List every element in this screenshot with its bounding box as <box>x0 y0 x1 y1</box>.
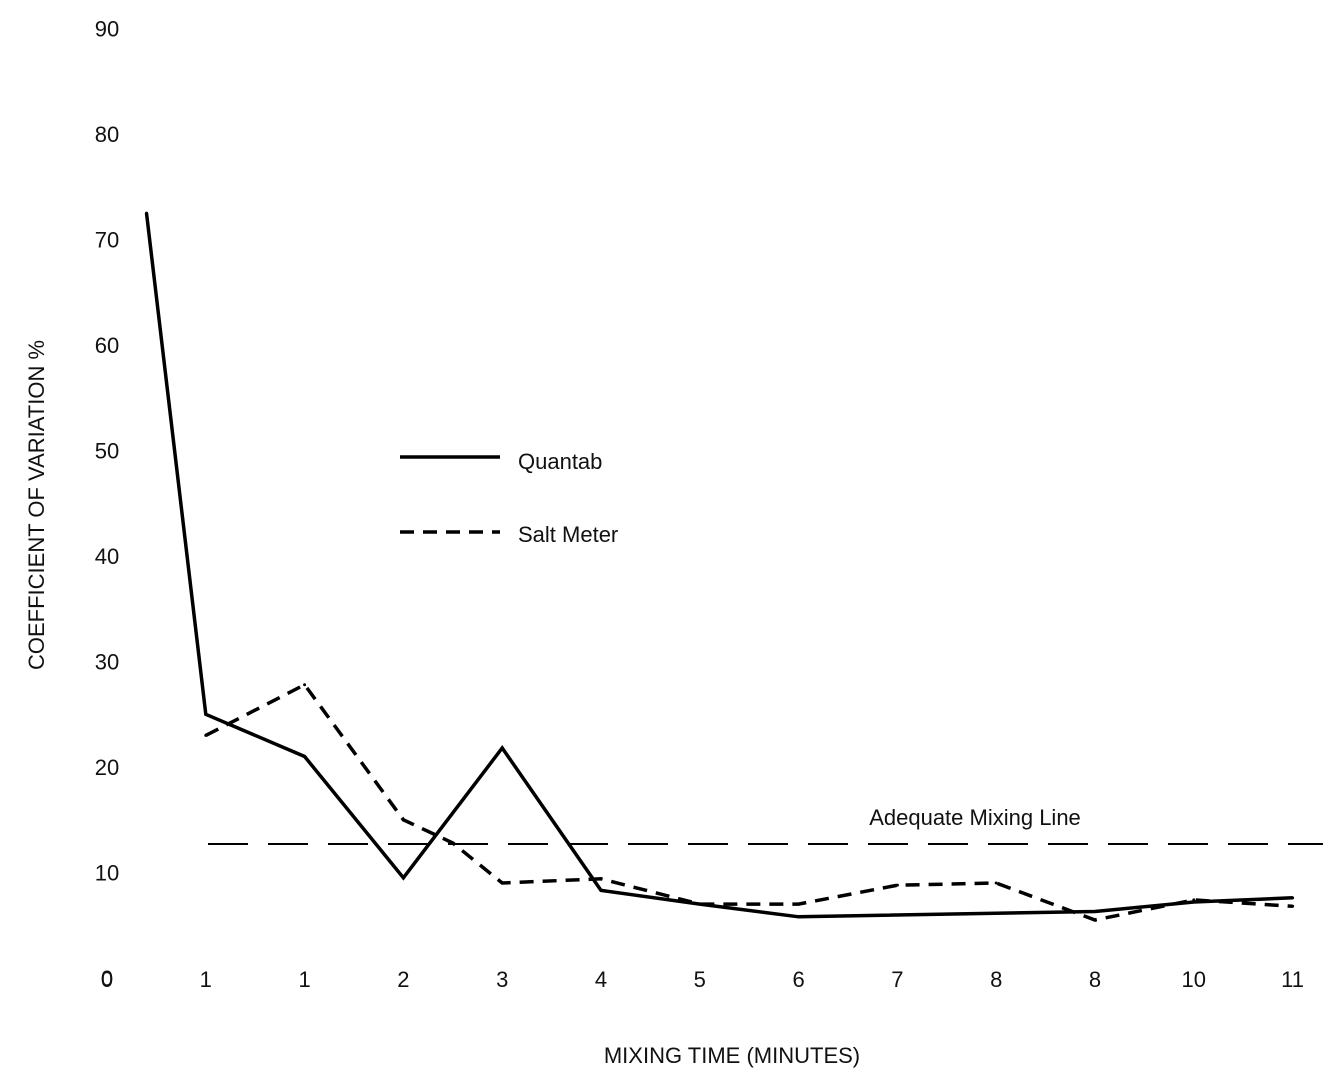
y-axis-ticks: 0 10 20 30 40 50 60 70 80 90 <box>95 17 119 992</box>
legend-label-salt-meter: Salt Meter <box>518 522 618 547</box>
y-tick-label-0: 0 <box>101 966 113 991</box>
legend: Quantab Salt Meter <box>400 449 618 547</box>
data-point-salt-meter-7 <box>797 902 801 906</box>
data-point-quantab-2 <box>303 754 307 758</box>
y-tick-label-4: 40 <box>95 544 119 569</box>
x-tick-label-4: 3 <box>496 967 508 992</box>
series-line-salt-meter <box>205 682 1293 922</box>
series-line-quantab <box>144 212 1293 919</box>
x-tick-label-2: 1 <box>298 967 310 992</box>
x-tick-label-7: 6 <box>792 967 804 992</box>
adequate-mixing-line-label: Adequate Mixing Line <box>869 805 1081 830</box>
data-point-salt-meter-12 <box>1291 904 1295 908</box>
data-point-quantab-8 <box>1093 910 1097 914</box>
y-tick-label-5: 50 <box>95 439 119 464</box>
y-tick-label-3: 30 <box>95 650 119 675</box>
legend-label-quantab: Quantab <box>518 449 602 474</box>
x-tick-label-12: 11 <box>1281 967 1304 992</box>
y-tick-label-1: 10 <box>95 861 119 886</box>
x-tick-label-10: 8 <box>1089 967 1101 992</box>
data-point-quantab-4 <box>500 746 504 750</box>
x-tick-label-0: 0 <box>101 967 113 992</box>
series-quantab <box>144 211 1295 919</box>
series-layer <box>144 211 1295 922</box>
data-point-salt-meter-5 <box>599 877 603 881</box>
data-point-quantab-3 <box>401 876 405 880</box>
data-point-quantab-9 <box>1192 900 1196 904</box>
data-point-quantab-0 <box>145 211 149 215</box>
data-point-salt-meter-3 <box>451 841 455 845</box>
data-point-quantab-10 <box>1291 896 1295 900</box>
y-tick-label-6: 60 <box>95 333 119 358</box>
data-point-salt-meter-9 <box>994 881 998 885</box>
y-tick-label-8: 80 <box>95 122 119 147</box>
data-point-salt-meter-8 <box>895 883 899 887</box>
x-tick-label-5: 4 <box>595 967 607 992</box>
x-tick-label-9: 8 <box>990 967 1002 992</box>
data-point-salt-meter-10 <box>1093 918 1097 922</box>
y-tick-label-9: 90 <box>95 17 119 42</box>
data-point-salt-meter-0 <box>204 733 208 737</box>
x-tick-label-8: 7 <box>891 967 903 992</box>
data-point-salt-meter-4 <box>500 881 504 885</box>
x-tick-label-6: 5 <box>694 967 706 992</box>
y-tick-label-7: 70 <box>95 228 119 253</box>
x-axis-title: MIXING TIME (MINUTES) <box>604 1043 860 1068</box>
x-tick-label-11: 10 <box>1182 967 1206 992</box>
data-point-quantab-7 <box>797 915 801 919</box>
x-axis-ticks: 0 1 1 2 3 4 5 6 7 8 8 10 11 <box>101 967 1304 992</box>
data-point-salt-meter-1 <box>303 683 307 687</box>
x-tick-label-3: 2 <box>397 967 409 992</box>
data-point-quantab-5 <box>599 888 603 892</box>
data-point-salt-meter-2 <box>401 818 405 822</box>
y-tick-label-2: 20 <box>95 755 119 780</box>
x-tick-label-1: 1 <box>200 967 212 992</box>
y-axis-title: COEFFICIENT OF VARIATION % <box>24 340 49 670</box>
data-point-salt-meter-6 <box>698 902 702 906</box>
data-point-quantab-1 <box>204 712 208 716</box>
series-salt-meter <box>204 682 1295 922</box>
data-point-salt-meter-11 <box>1192 898 1196 902</box>
